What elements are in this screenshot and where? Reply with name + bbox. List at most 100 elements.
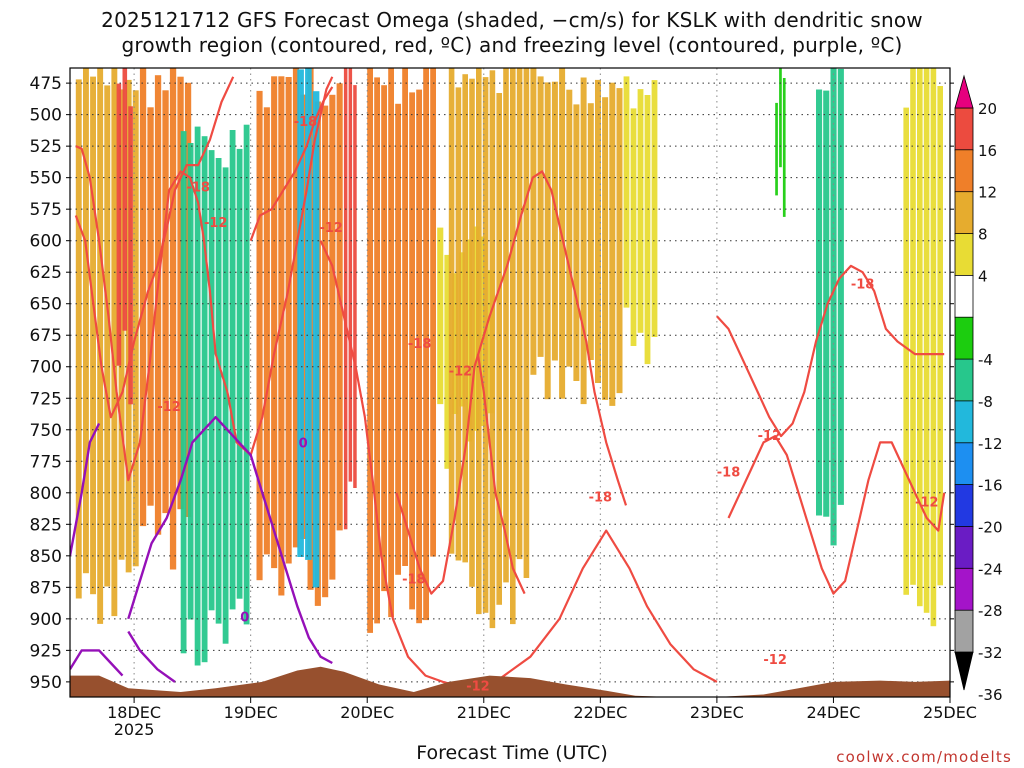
omega-band-13-streak (823, 90, 830, 517)
x-tick-label-19DEC: 19DEC (224, 703, 278, 722)
dgz-contour-label-10: -18 (717, 465, 741, 480)
colorbar-tick-label--24: -24 (978, 560, 1003, 578)
omega-band-3-streak (222, 167, 229, 644)
omega-band-11-streak (644, 95, 651, 365)
omega-band-7-streak (388, 68, 394, 618)
y-tick-label-925: 925 (30, 641, 62, 661)
omega-band-12-streak (782, 78, 786, 217)
omega-band-10-streak (587, 103, 594, 360)
colorbar-bottom-arrow (954, 651, 974, 691)
omega-band-9-streak (469, 78, 475, 587)
dgz-contour-1 (74, 76, 235, 419)
y-tick-label-725: 725 (30, 389, 62, 409)
omega-band-13-streak (830, 68, 837, 546)
omega-band-0-streak (75, 79, 82, 599)
omega-band-5-streak (305, 68, 312, 560)
omega-band-14-streak (930, 68, 937, 627)
omega-band-7-streak (416, 89, 422, 624)
dgz-contour-label-5: -18 (408, 337, 432, 352)
omega-band-0-streak (83, 68, 89, 574)
omega-band-4-streak (271, 76, 278, 569)
omega-band-14-streak (910, 68, 916, 585)
colorbar-tick-label--32: -32 (978, 644, 1003, 662)
dgz-contour-label-13: -18 (851, 278, 875, 293)
y-tick-label-675: 675 (30, 326, 62, 346)
y-tick-label-950: 950 (30, 673, 62, 693)
y-tick-label-525: 525 (30, 137, 62, 157)
omega-band-10-streak (551, 81, 558, 361)
omega-band-4-streak (285, 77, 292, 564)
y-tick-label-650: 650 (30, 295, 62, 315)
omega-band-9-streak (462, 74, 468, 563)
dgz-contour-label-6: -12 (449, 365, 473, 380)
omega-band-3-streak (201, 136, 208, 663)
x-tick-label-20DEC: 20DEC (340, 703, 394, 722)
dgz-contour-label-4: -12 (157, 400, 181, 415)
dgz-contour-0 (75, 76, 334, 482)
omega-band-7-streak (402, 68, 408, 566)
x-tick-label-21DEC: 21DEC (457, 703, 511, 722)
dgz-contour-4 (395, 170, 628, 595)
colorbar-bin-16-20 (954, 107, 974, 151)
x-tick-label-23DEC: 23DEC (690, 703, 744, 722)
freezing-contour-0 (70, 422, 101, 557)
dgz-contour-label-9: -18 (589, 491, 613, 506)
omega-band-0-streak (97, 68, 104, 624)
colorbar-bin-8-12 (954, 191, 974, 235)
omega-band-11-streak (637, 89, 644, 333)
y-tick-label-775: 775 (30, 452, 62, 472)
omega-band-13-streak (816, 89, 823, 516)
omega-band-12-streak (779, 68, 782, 168)
omega-band-12-streak (775, 102, 778, 196)
omega-band-10-streak (580, 77, 587, 405)
omega-band-9-streak (489, 70, 496, 629)
omega-band-10-streak (544, 82, 551, 400)
dgz-contour-label-1: -12 (204, 216, 228, 231)
omega-band-7-streak (395, 103, 401, 575)
dgz-contour-label-7: -18 (402, 573, 426, 588)
omega-band-8-streak (437, 227, 444, 405)
omega-band-7-streak (423, 68, 429, 621)
omega-band-3-streak (194, 126, 201, 666)
dgz-contour-label-0: -18 (186, 180, 210, 195)
omega-band-4-streak (292, 68, 299, 548)
y-tick-label-800: 800 (30, 484, 62, 504)
dgz-contour-6 (727, 435, 946, 595)
omega-band-10-streak (566, 89, 573, 367)
colorbar-tick-label-20: 20 (978, 100, 997, 118)
omega-band-3-streak (236, 148, 243, 599)
colorbar-bin-12-16 (954, 149, 974, 193)
colorbar-bin--8--4 (954, 316, 974, 360)
omega-band-7-streak (374, 77, 380, 624)
x-tick-label-22DEC: 22DEC (573, 703, 627, 722)
colorbar-tick-label--4: -4 (978, 351, 993, 369)
omega-band-10-streak (595, 79, 601, 384)
y-tick-label-875: 875 (30, 578, 62, 598)
y-tick-label-600: 600 (30, 232, 62, 252)
omega-band-3-streak (180, 131, 187, 654)
colorbar-bin--36--32 (954, 609, 974, 653)
omega-band-8-streak (451, 273, 458, 414)
omega-band-14-streak (903, 107, 909, 595)
y-tick-label-700: 700 (30, 358, 62, 378)
chart-title-line1: 2025121712 GFS Forecast Omega (shaded, −… (101, 8, 923, 32)
omega-band-2-streak (147, 107, 154, 506)
omega-band-7-streak (381, 85, 387, 592)
dgz-contour-label-8: -12 (466, 680, 490, 695)
dgz-contour-label-14: -12 (915, 496, 939, 511)
omega-band-4-streak (278, 76, 285, 596)
omega-band-0-streak (132, 90, 139, 567)
omega-band-9-streak (482, 77, 489, 613)
colorbar-tick-label--16: -16 (978, 477, 1003, 495)
colorbar-tick-label--36: -36 (978, 686, 1003, 704)
omega-band-3-streak (187, 143, 194, 620)
y-tick-label-550: 550 (30, 169, 62, 189)
omega-band-0-streak (111, 68, 118, 617)
omega-band-2-streak (162, 90, 169, 514)
omega-band-2-streak (139, 68, 147, 527)
omega-band-3-streak (215, 158, 222, 624)
omega-band-4-streak (336, 83, 343, 531)
colorbar-top-arrow (954, 74, 974, 109)
omega-band-11-streak (651, 80, 658, 337)
freezing-contour-2 (127, 416, 333, 665)
